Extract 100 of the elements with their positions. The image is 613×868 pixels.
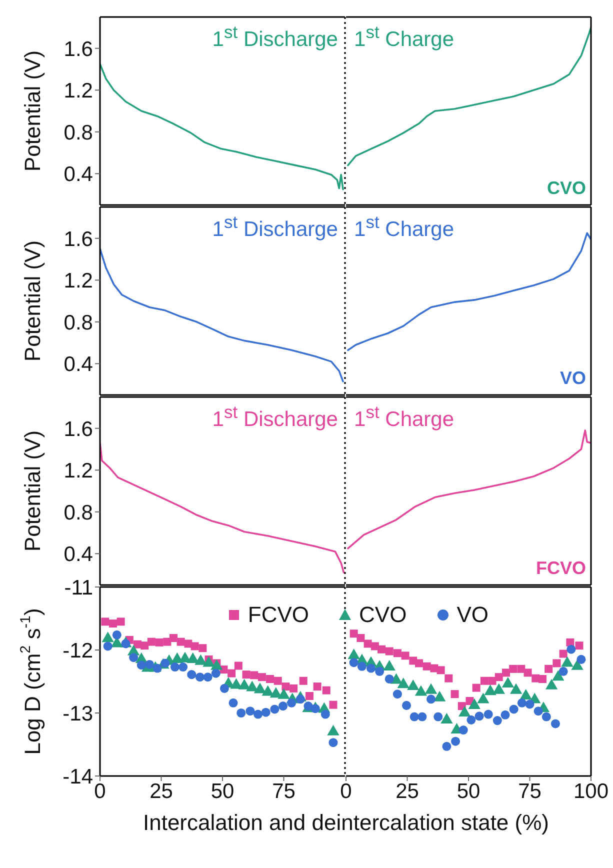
point — [349, 658, 358, 668]
y-tick-label: 0.4 — [64, 353, 94, 376]
y-tick-label: 1.6 — [64, 228, 93, 251]
point — [184, 640, 192, 648]
point — [375, 666, 384, 676]
point — [101, 618, 110, 626]
point — [246, 706, 255, 716]
point — [236, 708, 246, 718]
point — [517, 664, 526, 673]
y-tick-label: 0.4 — [64, 543, 94, 566]
point — [384, 674, 394, 684]
point — [436, 666, 445, 674]
point — [228, 669, 236, 678]
point — [170, 662, 180, 672]
y-tick-label: 0.4 — [64, 163, 94, 186]
point — [121, 639, 130, 648]
annotation: 1$^{st}$ Charge — [354, 212, 454, 242]
point — [270, 704, 280, 714]
point — [538, 674, 546, 683]
point — [190, 642, 199, 650]
point — [258, 673, 266, 682]
point — [378, 645, 386, 654]
point — [552, 659, 561, 668]
point — [502, 668, 510, 677]
point — [418, 712, 427, 722]
point — [254, 710, 263, 719]
y-tick-label: 1.2 — [64, 80, 93, 103]
point — [494, 673, 503, 682]
point — [287, 698, 296, 708]
point — [524, 668, 532, 677]
legend-label: VO — [456, 602, 489, 628]
point — [129, 653, 138, 662]
point — [211, 668, 220, 678]
point — [458, 726, 468, 735]
point — [517, 698, 526, 708]
x-tick-label: 0 — [94, 780, 106, 803]
y-tick-label: 1.6 — [64, 38, 93, 61]
point — [176, 638, 185, 646]
point — [575, 642, 584, 650]
point — [203, 672, 212, 682]
point — [290, 684, 298, 692]
x-tick-label: 50 — [210, 780, 234, 803]
point — [415, 659, 424, 668]
x-tick-label: 25 — [396, 780, 419, 803]
point — [116, 618, 125, 626]
point — [356, 634, 365, 642]
point — [144, 660, 154, 669]
point — [136, 660, 146, 670]
point — [329, 700, 338, 709]
point — [492, 716, 502, 726]
point — [296, 694, 305, 704]
point — [402, 700, 412, 710]
annotation: 1$^{st}$ Charge — [354, 402, 454, 432]
point — [559, 650, 568, 658]
point — [155, 638, 164, 646]
point — [525, 700, 534, 709]
point — [187, 670, 196, 680]
point — [544, 664, 553, 673]
point — [450, 690, 459, 698]
y-axis-title: Potential (V) — [20, 50, 45, 172]
point — [509, 704, 518, 714]
point — [500, 710, 510, 720]
point — [576, 654, 586, 664]
point — [444, 674, 453, 682]
y-tick-label: -14 — [62, 765, 94, 788]
legend-label: FCVO — [246, 602, 310, 628]
point — [261, 708, 270, 717]
point — [410, 712, 419, 722]
point — [434, 712, 443, 722]
annotation: 1$^{st}$ Discharge — [212, 212, 338, 242]
y-tick-label: 0.8 — [64, 311, 93, 334]
point — [178, 662, 188, 672]
legend-label: CVO — [358, 602, 407, 628]
point — [282, 682, 290, 691]
x-tick-label: 75 — [272, 780, 296, 803]
point — [350, 630, 358, 638]
annotation: 1$^{st}$ Discharge — [212, 402, 338, 432]
y-tick-label: -13 — [62, 702, 93, 726]
point — [542, 712, 551, 722]
point — [534, 706, 543, 716]
point — [250, 671, 258, 680]
point — [108, 620, 117, 628]
y-tick-label: 0.8 — [64, 121, 93, 144]
point — [322, 686, 330, 694]
line-series — [100, 248, 344, 382]
point — [401, 652, 410, 660]
point — [357, 662, 366, 671]
point — [313, 682, 322, 691]
point — [552, 670, 564, 681]
point — [451, 736, 460, 746]
point — [484, 684, 496, 696]
point — [484, 710, 493, 719]
point — [466, 715, 476, 724]
text: CVO — [546, 178, 586, 199]
y-axis-title: Potential (V) — [20, 430, 45, 552]
point — [242, 670, 250, 679]
x-tick-label: 50 — [456, 780, 480, 803]
point — [152, 664, 162, 673]
y-tick-label: 1.2 — [64, 270, 93, 293]
point — [472, 684, 480, 692]
